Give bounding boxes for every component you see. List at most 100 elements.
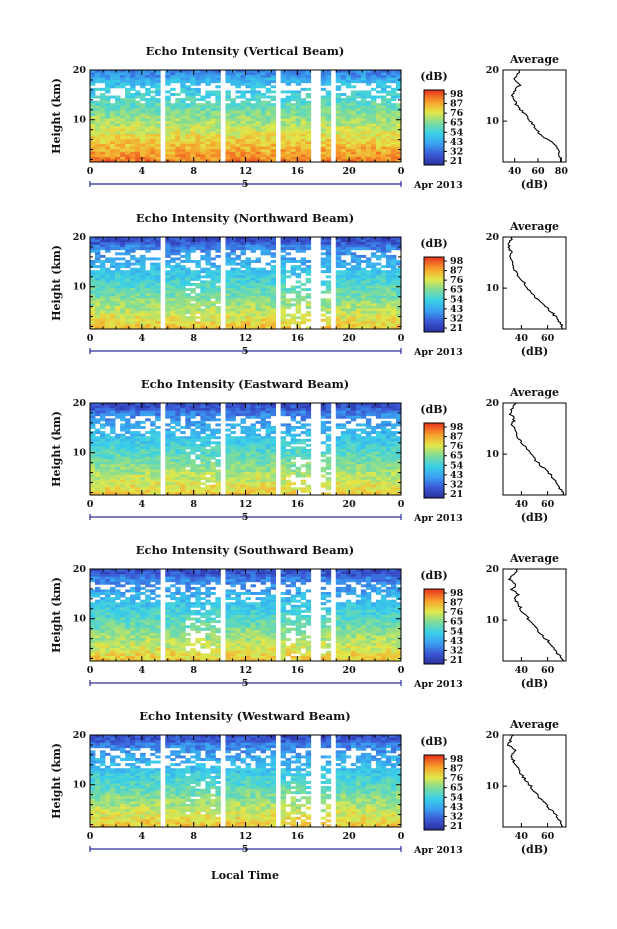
heatmap-cell [110, 126, 116, 130]
heatmap-cell [240, 154, 246, 158]
heatmap-cell [295, 118, 302, 122]
heatmap-cell [165, 464, 171, 468]
heatmap-cell [120, 438, 126, 442]
heatmap-cell [240, 418, 246, 422]
heatmap-cell [265, 72, 271, 76]
heatmap-cell [230, 423, 236, 427]
heatmap-cell [235, 154, 241, 158]
heatmap-cell [145, 413, 151, 417]
heatmap-cell [270, 146, 276, 150]
heatmap-cell [90, 464, 96, 468]
heatmap-cell [380, 326, 387, 330]
heatmap-cell [170, 323, 176, 327]
heatmap-cell [95, 156, 101, 160]
heatmap-cell [155, 436, 161, 440]
heatmap-cell [120, 128, 126, 132]
heatmap-cell [350, 121, 357, 125]
heatmap-cell [140, 293, 146, 297]
heatmap-cell [245, 446, 251, 450]
heatmap-cell [290, 461, 297, 465]
heatmap-cell [190, 408, 196, 412]
heatmap-cell [355, 449, 362, 452]
colorbar-label: 76 [450, 108, 464, 119]
heatmap-cell [150, 431, 156, 435]
heatmap-cell [360, 464, 367, 468]
heatmap-cell [180, 75, 186, 79]
heatmap-cell [170, 139, 176, 142]
heatmap-cell [355, 113, 362, 117]
heatmap-cell [235, 141, 241, 145]
heatmap-cell [375, 244, 382, 248]
heatmap-cell [200, 456, 206, 460]
heatmap-cell [95, 323, 101, 327]
heatmap-cell [305, 300, 312, 304]
heatmap-cell [370, 98, 377, 102]
heatmap-cell [380, 290, 387, 294]
heatmap-cell [105, 77, 111, 81]
heatmap-cell [120, 146, 126, 150]
heatmap-cell [335, 77, 342, 81]
heatmap-cell [200, 136, 206, 140]
heatmap-cell [250, 446, 256, 450]
y-tick-label: 20 [73, 232, 87, 243]
heatmap-cell [180, 326, 186, 330]
heatmap-cell [125, 144, 131, 148]
heatmap-cell [205, 451, 211, 455]
heatmap-cell [350, 408, 357, 412]
heatmap-cell [195, 77, 201, 81]
heatmap-cell [255, 277, 261, 281]
heatmap-cell [200, 70, 206, 73]
heatmap-cell [300, 100, 307, 104]
heatmap-cell [345, 272, 352, 276]
heatmap-cell [295, 267, 302, 271]
heatmap-cell [255, 323, 261, 327]
heatmap-cell [290, 247, 297, 251]
heatmap-cell [300, 260, 307, 263]
heatmap-cell [175, 306, 181, 309]
heatmap-cell [245, 123, 251, 127]
heatmap-cell [185, 415, 191, 419]
heatmap-cell [135, 308, 141, 312]
heatmap-cell [145, 313, 151, 317]
heatmap-cell [245, 298, 251, 302]
heatmap-cell [135, 275, 141, 279]
heatmap-cell [375, 410, 382, 414]
heatmap-cell [250, 283, 256, 286]
heatmap-cell [235, 126, 241, 130]
heatmap-cell [145, 451, 151, 455]
heatmap-cell [150, 118, 156, 122]
heatmap-cell [170, 426, 176, 429]
heatmap-cell [165, 149, 171, 153]
heatmap-cell [345, 303, 352, 307]
heatmap-cell [135, 464, 141, 468]
heatmap-cell [165, 247, 171, 251]
heatmap-cell [190, 149, 196, 153]
heatmap-cell [280, 131, 287, 135]
heatmap-cell [135, 121, 141, 125]
heatmap-cell [240, 290, 246, 294]
heatmap-cell [140, 103, 146, 107]
heatmap-cell [130, 308, 136, 312]
heatmap-cell [250, 80, 256, 84]
heatmap-cell [350, 295, 357, 299]
heatmap-cell [190, 459, 196, 463]
heatmap-cell [165, 156, 171, 160]
heatmap-cell [340, 75, 347, 79]
heatmap-cell [320, 244, 327, 248]
heatmap-cell [325, 108, 332, 112]
heatmap-cell [205, 260, 211, 263]
heatmap-cell [95, 118, 101, 122]
heatmap-cell [115, 141, 121, 145]
heatmap-cell [300, 267, 307, 271]
heatmap-cell [125, 323, 131, 327]
heatmap-cell [295, 451, 302, 455]
heatmap-cell [285, 423, 292, 427]
heatmap-cell [205, 318, 211, 322]
heatmap-cell [265, 323, 271, 327]
heatmap-cell [345, 420, 352, 424]
heatmap-cell [170, 295, 176, 299]
heatmap-cell [340, 118, 347, 122]
heatmap-cell [110, 277, 116, 281]
heatmap-cell [260, 82, 266, 86]
heatmap-cell [120, 131, 126, 135]
